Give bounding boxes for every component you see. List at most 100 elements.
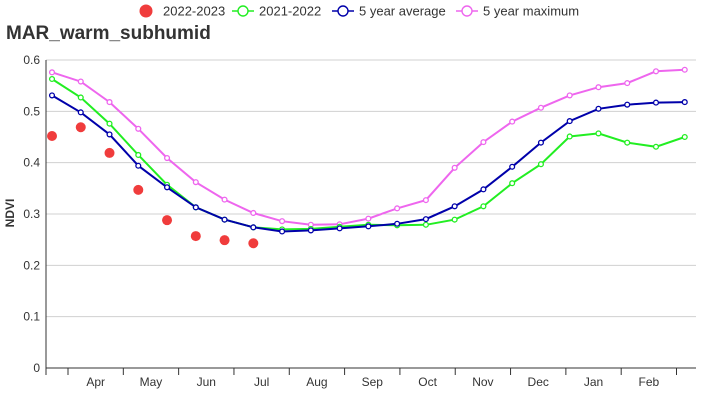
y-tick-label: 0.3 bbox=[23, 207, 40, 221]
data-point bbox=[509, 163, 516, 170]
y-axis-label: NDVI bbox=[3, 199, 17, 228]
data-point bbox=[190, 231, 201, 242]
data-point bbox=[480, 203, 487, 210]
data-point bbox=[135, 151, 142, 159]
legend-marker bbox=[237, 5, 249, 17]
series-line bbox=[51, 78, 686, 231]
data-point bbox=[652, 68, 660, 75]
x-tick-label: Nov bbox=[472, 375, 493, 389]
data-point bbox=[509, 180, 516, 187]
data-point bbox=[279, 218, 286, 225]
x-tick-label: Jan bbox=[584, 375, 603, 389]
data-point bbox=[595, 105, 602, 112]
data-point bbox=[106, 131, 113, 138]
data-point bbox=[248, 238, 259, 249]
data-point bbox=[595, 130, 602, 137]
x-tick-label: Sep bbox=[362, 375, 384, 389]
data-point bbox=[422, 216, 429, 223]
data-point bbox=[250, 209, 257, 217]
data-point bbox=[77, 109, 84, 116]
data-point bbox=[106, 120, 113, 127]
data-point bbox=[250, 224, 257, 231]
legend: 2022-2023 2021-2022 5 year average 5 year m… bbox=[139, 4, 579, 19]
x-tick-label: Apr bbox=[86, 375, 105, 389]
data-point bbox=[480, 186, 487, 193]
data-point bbox=[365, 223, 372, 230]
data-point bbox=[365, 215, 372, 222]
x-tick-label: Aug bbox=[306, 375, 327, 389]
data-point bbox=[104, 147, 115, 158]
data-point bbox=[566, 133, 573, 140]
legend-marker bbox=[461, 5, 473, 17]
series-2021-2022 bbox=[48, 75, 688, 233]
data-point bbox=[219, 235, 230, 246]
data-point bbox=[162, 215, 173, 226]
data-point bbox=[537, 161, 544, 168]
y-tick-label: 0.6 bbox=[23, 53, 40, 67]
data-point bbox=[451, 203, 458, 210]
series-5-year-average bbox=[48, 92, 688, 235]
data-point bbox=[537, 104, 544, 111]
chart-title: MAR_warm_subhumid bbox=[6, 23, 211, 44]
legend-marker bbox=[337, 5, 349, 17]
data-point bbox=[537, 139, 544, 146]
legend-label: 5 year average bbox=[359, 4, 446, 19]
data-point bbox=[451, 216, 458, 223]
data-point bbox=[336, 225, 343, 232]
y-tick-label: 0.2 bbox=[23, 258, 40, 272]
data-point bbox=[394, 220, 401, 227]
data-point bbox=[135, 125, 142, 132]
data-point bbox=[221, 196, 228, 203]
legend-item[interactable]: 2021-2022 bbox=[232, 4, 321, 19]
data-point bbox=[566, 92, 573, 99]
series-2022-2023 bbox=[47, 122, 259, 249]
data-point bbox=[480, 139, 487, 146]
data-point bbox=[652, 99, 660, 106]
data-point bbox=[394, 205, 401, 212]
y-tick-label: 0.4 bbox=[23, 156, 40, 170]
data-point bbox=[422, 197, 429, 204]
x-tick-label: Dec bbox=[528, 375, 549, 389]
data-point bbox=[652, 143, 660, 150]
data-point bbox=[595, 84, 602, 91]
y-axis-ticks: 0 0.1 0.2 0.3 0.4 0.5 0.6 bbox=[23, 53, 40, 375]
data-point bbox=[624, 80, 631, 87]
data-point bbox=[509, 118, 516, 125]
data-point bbox=[163, 154, 171, 162]
legend-marker bbox=[139, 4, 153, 18]
legend-item[interactable]: 5 year maximum bbox=[456, 4, 579, 19]
data-point bbox=[221, 216, 228, 223]
legend-label: 2021-2022 bbox=[259, 4, 321, 19]
data-point bbox=[77, 78, 84, 85]
legend-item[interactable]: 2022-2023 bbox=[139, 4, 226, 19]
data-point bbox=[451, 164, 458, 171]
y-tick-label: 0.5 bbox=[23, 104, 40, 118]
data-point bbox=[566, 118, 573, 125]
data-point bbox=[47, 130, 57, 141]
data-point bbox=[135, 162, 142, 169]
legend-item[interactable]: 5 year average bbox=[332, 4, 446, 19]
data-point bbox=[422, 221, 429, 228]
data-point bbox=[48, 69, 56, 76]
data-point bbox=[77, 94, 84, 101]
series-layer bbox=[47, 66, 688, 249]
data-point bbox=[48, 92, 56, 99]
data-point bbox=[624, 101, 631, 108]
x-tick-label: Jun bbox=[197, 375, 216, 389]
y-tick-label: 0.1 bbox=[23, 310, 40, 324]
x-tick-label: Feb bbox=[639, 375, 660, 389]
data-point bbox=[307, 227, 314, 234]
series-5-year-maximum bbox=[48, 66, 688, 228]
x-tick-label: May bbox=[140, 375, 163, 389]
grid-lines bbox=[46, 59, 696, 318]
data-point bbox=[279, 228, 286, 235]
data-point bbox=[681, 99, 688, 106]
x-tick-label: Oct bbox=[418, 375, 437, 389]
data-point bbox=[75, 122, 86, 133]
data-point bbox=[192, 179, 199, 186]
data-point bbox=[624, 139, 631, 146]
series-line bbox=[51, 68, 685, 226]
data-point bbox=[681, 133, 688, 141]
data-point bbox=[681, 66, 688, 73]
